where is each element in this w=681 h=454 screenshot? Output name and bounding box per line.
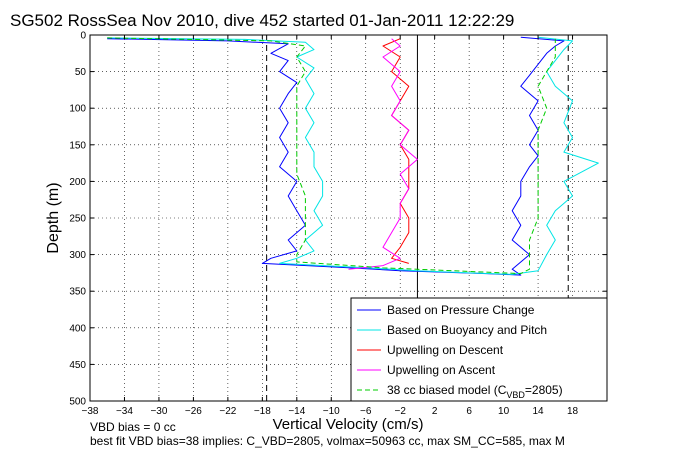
y-tick-label: 150 — [69, 140, 86, 151]
y-tick-label: 50 — [75, 67, 87, 78]
y-tick-label: 100 — [69, 104, 86, 115]
x-axis-label: Vertical Velocity (cm/s) — [273, 416, 424, 433]
x-tick-label: −22 — [219, 406, 236, 417]
legend-label-subscript: VBD — [506, 390, 525, 400]
x-tick-label: −18 — [254, 406, 271, 417]
x-tick-label: −26 — [185, 406, 202, 417]
x-tick-label: 18 — [567, 406, 579, 417]
x-tick-label: −14 — [288, 406, 305, 417]
legend-label: Based on Buoyancy and Pitch — [387, 323, 547, 337]
legend-label: Upwelling on Descent — [387, 343, 504, 357]
chart-title: SG502 RossSea Nov 2010, dive 452 started… — [10, 11, 514, 30]
legend-label-tail: =2805) — [525, 383, 563, 397]
y-tick-label: 0 — [80, 31, 86, 42]
series-line-1 — [107, 36, 565, 276]
series-line-3 — [382, 38, 410, 264]
series-group — [107, 36, 599, 276]
y-axis-label: Depth (m) — [45, 182, 62, 253]
x-tick-label: −10 — [323, 406, 340, 417]
legend-label: Upwelling on Ascent — [387, 363, 496, 377]
series-line-4 — [348, 38, 418, 270]
x-tick-label: 2 — [432, 406, 438, 417]
x-tick-label: −34 — [116, 406, 133, 417]
best-fit-note: best fit VBD bias=38 implies: C_VBD=2805… — [90, 434, 565, 448]
y-tick-label: 350 — [69, 287, 86, 298]
y-tick-label: 400 — [69, 323, 86, 334]
x-tick-label: −6 — [360, 406, 372, 417]
y-tick-label: 250 — [69, 214, 86, 225]
series-line-5 — [107, 37, 556, 275]
x-tick-label: −30 — [150, 406, 167, 417]
y-axis-ticks: 0 50 100 150 200 250 300 350 400 450 500 — [69, 31, 607, 408]
legend: Based on Pressure Change Based on Buoyanc… — [350, 297, 608, 402]
y-tick-label: 300 — [69, 250, 86, 261]
x-tick-label: 10 — [498, 406, 510, 417]
x-tick-label: 14 — [533, 406, 545, 417]
x-tick-label: 6 — [466, 406, 472, 417]
y-tick-label: 200 — [69, 177, 86, 188]
y-tick-label: 500 — [69, 397, 86, 408]
series-line-2 — [107, 36, 599, 275]
legend-box — [350, 297, 608, 402]
x-tick-label: −38 — [82, 406, 99, 417]
y-tick-label: 450 — [69, 360, 86, 371]
x-axis-ticks: −38 −34 −30 −26 −22 −18 −14 −10 −6 −2 2 6 10 14 18 — [82, 35, 579, 417]
legend-label: Based on Pressure Change — [387, 303, 535, 317]
vbd-bias-note: VBD bias = 0 cc — [90, 420, 176, 434]
x-tick-label: −2 — [394, 406, 406, 417]
